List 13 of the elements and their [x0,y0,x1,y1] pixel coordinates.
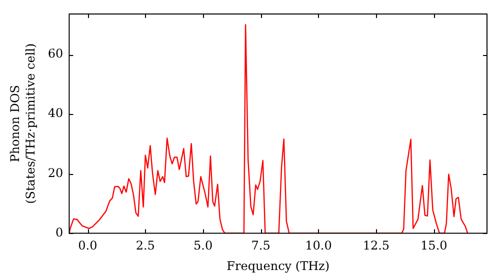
y-tick-label: 20 [48,166,64,180]
y-tick-label: 40 [48,106,64,120]
x-tick-label: 2.5 [136,238,155,253]
y-tick-label: 60 [48,46,64,61]
x-tick-label: 0.0 [78,238,98,253]
x-tick-label: 10.0 [305,238,332,253]
x-axis-title: Frequency (THz) [226,258,330,273]
x-tick-label: 7.5 [251,238,270,253]
x-tick-label: 12.5 [362,238,390,253]
y-axis-title: Phonon DOS (States/THz·primitive cell) [8,43,38,204]
x-tick-label: 15.0 [420,238,448,253]
y-tick-label: 0 [56,225,64,240]
x-tick-label: 5.0 [194,238,213,253]
